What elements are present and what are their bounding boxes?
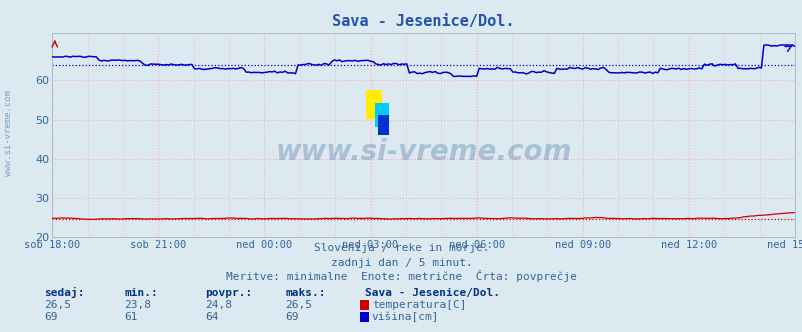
Text: povpr.:: povpr.: [205,288,252,298]
FancyBboxPatch shape [365,90,382,119]
Text: višina[cm]: višina[cm] [371,312,439,322]
Text: www.si-vreme.com: www.si-vreme.com [275,138,571,166]
Text: 64: 64 [205,312,218,322]
Text: sedaj:: sedaj: [44,287,84,298]
Text: 61: 61 [124,312,138,322]
Text: www.si-vreme.com: www.si-vreme.com [3,90,13,176]
Text: maks.:: maks.: [285,288,325,298]
Text: zadnji dan / 5 minut.: zadnji dan / 5 minut. [330,258,472,268]
Text: Slovenija / reke in morje.: Slovenija / reke in morje. [314,243,488,253]
Text: 69: 69 [44,312,58,322]
Text: Sava - Jesenice/Dol.: Sava - Jesenice/Dol. [365,288,500,298]
Text: 69: 69 [285,312,298,322]
FancyBboxPatch shape [377,115,389,135]
Text: 26,5: 26,5 [285,300,312,310]
Text: min.:: min.: [124,288,158,298]
Title: Sava - Jesenice/Dol.: Sava - Jesenice/Dol. [332,14,514,29]
Text: 26,5: 26,5 [44,300,71,310]
Text: temperatura[C]: temperatura[C] [371,300,466,310]
Text: 24,8: 24,8 [205,300,232,310]
Text: 23,8: 23,8 [124,300,152,310]
Text: Meritve: minimalne  Enote: metrične  Črta: povprečje: Meritve: minimalne Enote: metrične Črta:… [225,270,577,282]
FancyBboxPatch shape [375,103,388,127]
